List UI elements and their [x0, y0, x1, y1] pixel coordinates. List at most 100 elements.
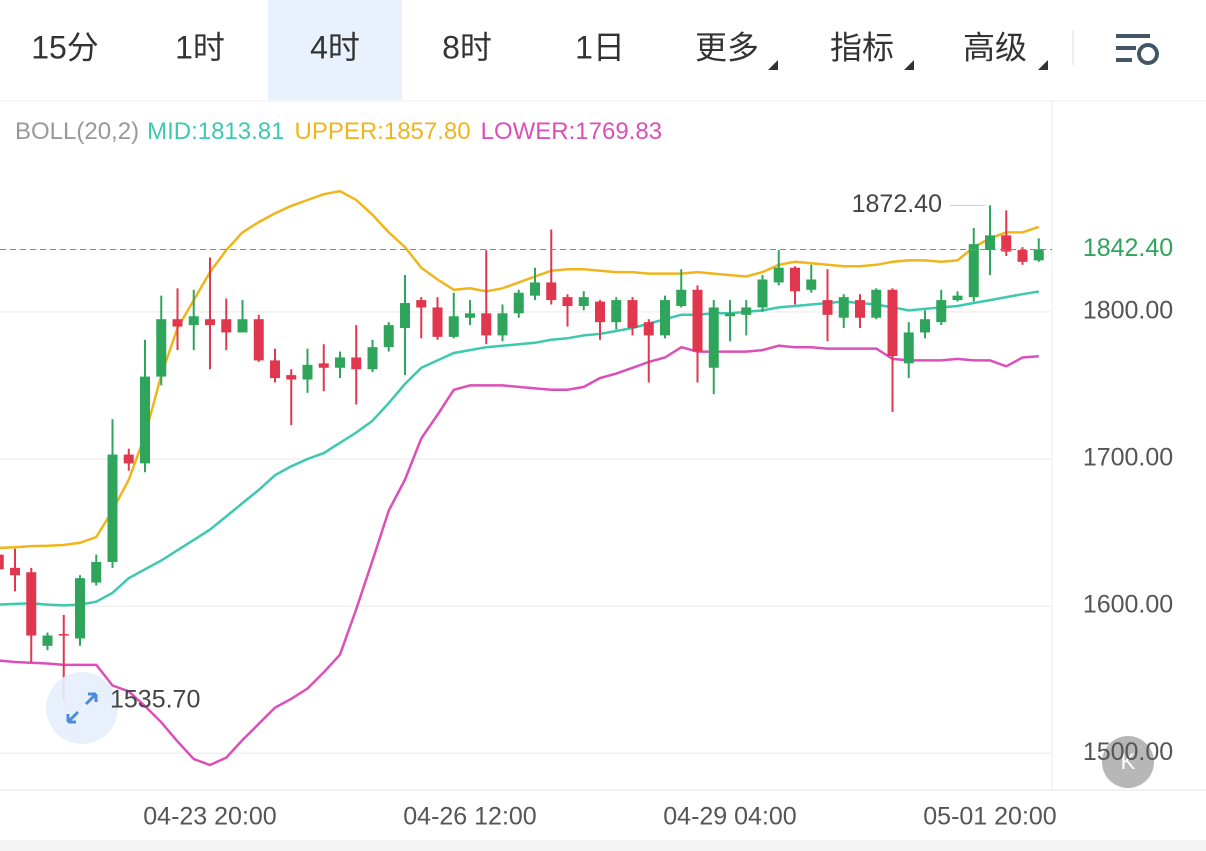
- candle-body: [416, 300, 427, 308]
- y-tick-label: 1600.00: [1083, 591, 1173, 619]
- candle-body: [660, 300, 670, 336]
- candle-body: [1033, 249, 1044, 261]
- candle-body: [790, 267, 800, 292]
- candle-body: [497, 313, 508, 336]
- candle-body: [107, 454, 118, 562]
- candle-body: [448, 316, 459, 337]
- candle-body: [757, 279, 768, 308]
- candle-body: [75, 578, 85, 639]
- y-tick-label: 1800.00: [1083, 296, 1173, 324]
- candle-body: [286, 375, 297, 380]
- candle-body: [42, 635, 53, 646]
- candle-body: [367, 347, 378, 370]
- candle-body: [465, 313, 475, 318]
- candle-body: [400, 303, 410, 329]
- tab[interactable]: 指标: [830, 29, 894, 65]
- dropdown-arrows: [768, 60, 1048, 70]
- candle-body: [1017, 250, 1028, 262]
- expand-button[interactable]: [46, 672, 118, 744]
- candle-body: [253, 319, 264, 361]
- tab[interactable]: 1时: [175, 29, 225, 65]
- candle-body: [838, 297, 849, 318]
- settings-icon[interactable]: [1116, 34, 1159, 65]
- candle-body: [0, 554, 4, 570]
- high-annotation: 1872.40: [852, 190, 942, 218]
- active-tab-bg: [268, 0, 402, 100]
- candle-body: [237, 319, 248, 333]
- y-tick-label: 1500.00: [1083, 738, 1173, 766]
- candle-body: [887, 289, 898, 356]
- candle-body: [140, 376, 150, 464]
- candle-body: [936, 300, 947, 323]
- indicator-name: BOLL(20,2): [15, 118, 139, 145]
- candle-body: [335, 357, 345, 368]
- candle-body: [903, 332, 914, 364]
- legend: BOLL(20,2) MID:1813.81 UPPER:1857.80 LOWER:…: [15, 118, 662, 145]
- candle-body: [530, 282, 540, 296]
- candle-body: [741, 307, 752, 315]
- candle-body: [676, 289, 687, 306]
- candle-body: [627, 300, 638, 329]
- candle-body: [692, 289, 703, 352]
- y-tick-label: 1700.00: [1083, 444, 1173, 472]
- legend-entry: UPPER:1857.80: [295, 118, 471, 145]
- tab[interactable]: 高级: [963, 29, 1027, 65]
- candle-body: [302, 364, 313, 380]
- candle-body: [351, 357, 362, 370]
- candle-body: [952, 295, 963, 301]
- tab[interactable]: 更多: [695, 29, 759, 65]
- candle-body: [432, 307, 443, 337]
- candle-body: [968, 244, 979, 298]
- x-tick-label: 05-01 20:00: [923, 803, 1056, 831]
- candle-body: [318, 363, 329, 368]
- candle-body: [481, 313, 492, 336]
- candle-body: [806, 279, 817, 290]
- candle-body: [871, 289, 882, 318]
- candle-body: [205, 319, 215, 326]
- k-icon: K: [1121, 749, 1136, 774]
- candle-body: [708, 307, 719, 368]
- candle-body: [643, 322, 654, 336]
- candle-body: [725, 313, 735, 317]
- tab[interactable]: 8时: [442, 29, 492, 65]
- tab[interactable]: 15分: [31, 29, 99, 65]
- candle-body: [773, 267, 784, 283]
- candle-body: [595, 301, 605, 323]
- x-tick-label: 04-23 20:00: [143, 803, 276, 831]
- x-tick-label: 04-26 12:00: [403, 803, 536, 831]
- expand-icon: [66, 692, 98, 724]
- candle-body: [578, 297, 589, 306]
- tab[interactable]: 1日: [575, 29, 625, 65]
- candle-body: [855, 300, 865, 318]
- candle-body: [172, 319, 183, 327]
- low-annotation: 1535.70: [110, 685, 200, 713]
- candle-body: [1001, 235, 1012, 252]
- candle-body: [188, 316, 199, 326]
- x-tick-label: 04-29 04:00: [663, 803, 796, 831]
- candle-body: [10, 567, 20, 576]
- bottom-strip: [0, 840, 1206, 851]
- candle-body: [221, 319, 232, 333]
- candle-body: [58, 634, 69, 636]
- candle-body: [611, 300, 622, 323]
- legend-entry: LOWER:1769.83: [481, 118, 662, 145]
- candle-body: [156, 319, 167, 377]
- band-line: [0, 344, 1039, 767]
- candle-body: [920, 319, 930, 333]
- candle-body: [91, 561, 102, 583]
- legend-entry: MID:1813.81: [147, 118, 284, 145]
- k-button[interactable]: [1102, 736, 1154, 788]
- candle-body: [123, 454, 134, 464]
- candle-body: [270, 360, 280, 379]
- candle-body: [822, 300, 833, 315]
- tab[interactable]: 4时: [310, 29, 360, 65]
- candle-body: [562, 297, 573, 306]
- candle-body: [26, 572, 37, 636]
- candle-body: [513, 292, 524, 314]
- candle-body: [546, 282, 557, 301]
- candle-body: [985, 235, 995, 251]
- band-line: [0, 189, 1040, 550]
- candle-body: [383, 325, 394, 348]
